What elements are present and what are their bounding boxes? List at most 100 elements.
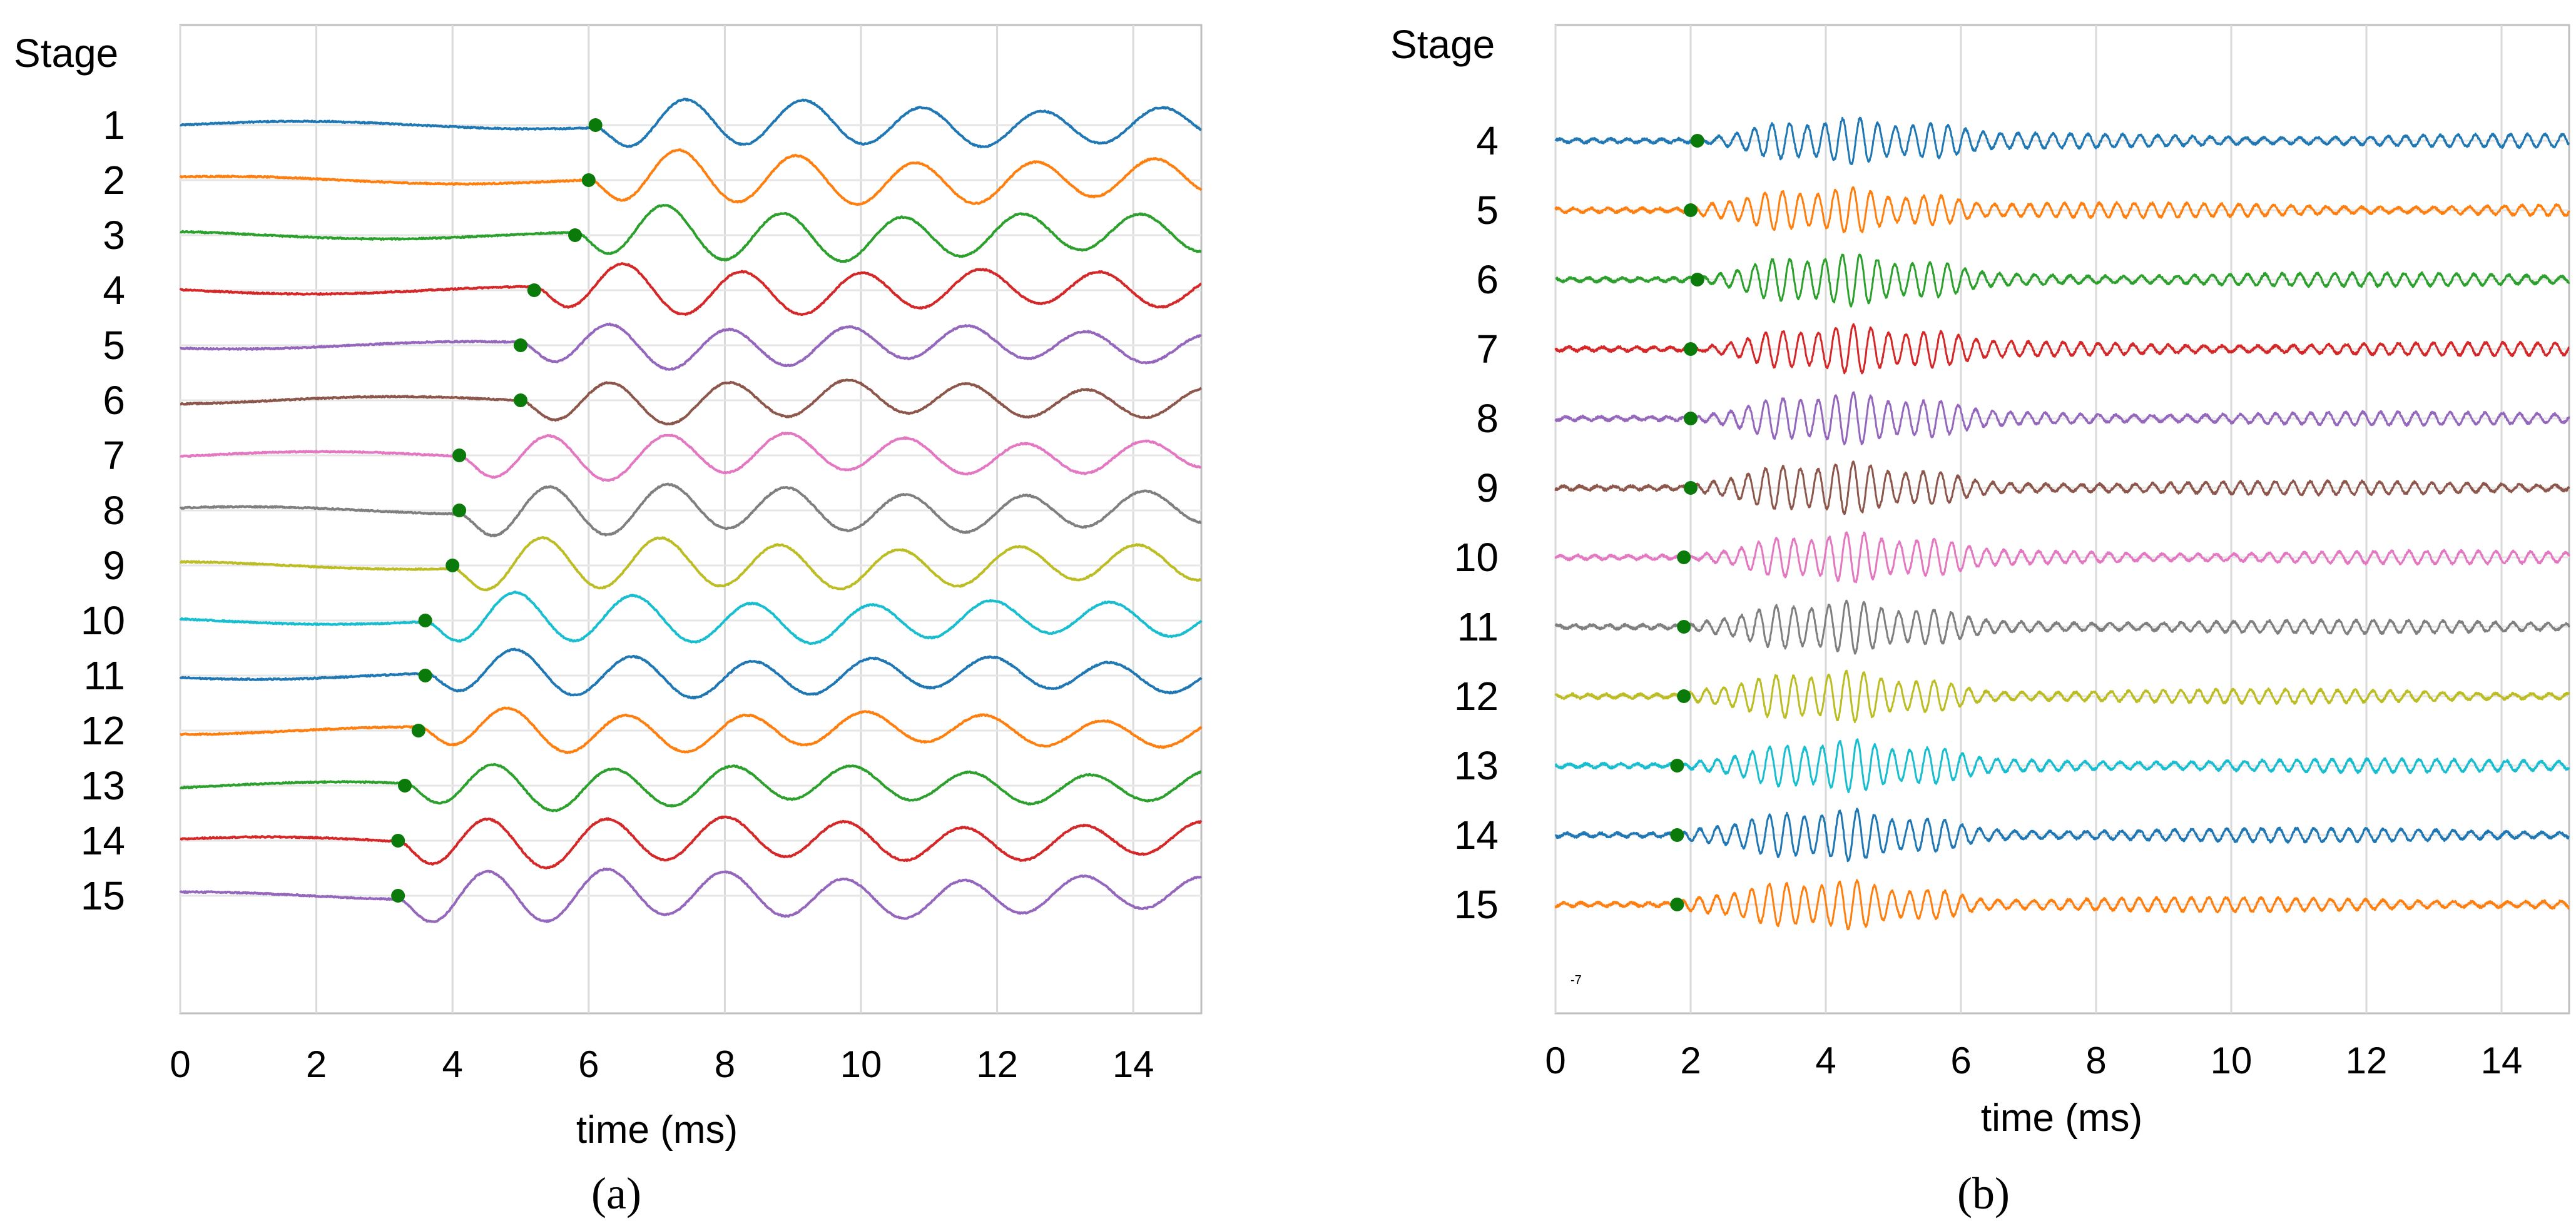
- onset-marker-stage-10: [1677, 550, 1691, 564]
- x-tick-label: 4: [1815, 1040, 1836, 1082]
- trace-stage-10: [1554, 531, 2570, 584]
- panel-a-label: (a): [591, 1168, 641, 1218]
- onset-marker-stage-13: [1670, 759, 1684, 773]
- x-tick-label: 14: [1112, 1043, 1154, 1085]
- trace-stage-8: [179, 482, 1202, 537]
- onset-marker-stage-5: [514, 338, 527, 352]
- stage-label-13: 13: [1454, 743, 1499, 788]
- stage-label-4: 4: [103, 268, 125, 313]
- x-tick-label: 10: [840, 1043, 882, 1085]
- onset-marker-stage-1: [588, 118, 603, 132]
- x-tick-label: 6: [1950, 1040, 1971, 1082]
- panel-a-stage-title: Stage: [14, 31, 118, 76]
- trace-stage-10: [179, 590, 1203, 646]
- x-tick-label: 12: [2346, 1040, 2388, 1082]
- trace-stage-15: [1554, 879, 2570, 931]
- x-tick-label: 14: [2481, 1040, 2523, 1082]
- trace-stage-6: [1555, 253, 2570, 308]
- onset-marker-stage-12: [411, 724, 425, 737]
- stage-label-13: 13: [81, 763, 125, 808]
- onset-marker-stage-6: [514, 393, 527, 407]
- onset-marker-stage-4: [527, 283, 541, 297]
- stage-label-1: 1: [103, 103, 125, 148]
- stage-label-5: 5: [1476, 188, 1499, 233]
- trace-stage-13: [179, 762, 1202, 813]
- stage-label-14: 14: [1454, 813, 1499, 858]
- onset-marker-stage-12: [1677, 689, 1691, 703]
- trace-stage-12: [180, 706, 1203, 754]
- trace-stage-11: [1555, 599, 2570, 655]
- x-tick-label: 0: [170, 1043, 190, 1085]
- panel-a-x-axis-label: time (ms): [576, 1108, 738, 1152]
- stage-label-2: 2: [103, 158, 125, 203]
- onset-marker-stage-5: [1684, 203, 1698, 217]
- trace-stage-8: [1554, 391, 2570, 445]
- stage-label-15: 15: [81, 873, 125, 918]
- trace-stage-5: [1554, 186, 2570, 233]
- onset-marker-stage-7: [1684, 342, 1698, 356]
- stage-label-11: 11: [1457, 604, 1499, 649]
- panel-b-x-tick-labels: 0 2 4 6 8 10 12 14: [1545, 1040, 2522, 1082]
- trace-stage-13: [1554, 738, 2570, 793]
- stage-label-10: 10: [1454, 535, 1499, 580]
- onset-marker-stage-10: [418, 614, 432, 627]
- stage-label-15: 15: [1454, 882, 1499, 927]
- onset-marker-stage-6: [1690, 273, 1704, 286]
- stage-label-9: 9: [1476, 465, 1499, 510]
- stage-label-6: 6: [1476, 257, 1499, 302]
- trace-stage-9: [1554, 460, 2570, 515]
- panel-b-bottom-annotation: -7: [1571, 973, 1582, 987]
- trace-stage-7: [1554, 323, 2570, 375]
- stage-label-6: 6: [103, 378, 125, 423]
- onset-marker-stage-8: [452, 504, 467, 517]
- x-tick-label: 8: [2085, 1040, 2106, 1082]
- trace-stage-3: [180, 204, 1202, 263]
- trace-stage-5: [180, 322, 1202, 371]
- panel-b-x-axis-label: time (ms): [1981, 1097, 2142, 1140]
- trace-stage-2: [179, 148, 1203, 206]
- panel-a-onset-markers: [391, 118, 603, 903]
- stage-label-8: 8: [103, 488, 125, 533]
- stage-label-3: 3: [103, 213, 125, 258]
- onset-marker-stage-11: [1677, 620, 1691, 634]
- panel-b-traces: [1554, 116, 2570, 931]
- trace-stage-14: [180, 815, 1203, 869]
- panel-b-onset-markers: [1670, 134, 1704, 911]
- onset-marker-stage-15: [391, 889, 405, 903]
- onset-marker-stage-3: [568, 228, 583, 242]
- x-tick-label: 12: [976, 1043, 1018, 1085]
- trace-stage-15: [179, 867, 1203, 923]
- panel-a-x-tick-labels: 0 2 4 6 8 10 12 14: [170, 1043, 1154, 1085]
- stage-label-4: 4: [1476, 118, 1499, 163]
- trace-stage-14: [1554, 808, 2570, 863]
- x-tick-label: 4: [442, 1043, 463, 1085]
- x-tick-label: 2: [1680, 1040, 1701, 1082]
- x-tick-label: 10: [2211, 1040, 2253, 1082]
- x-tick-label: 6: [578, 1043, 599, 1085]
- panel-b-chart: 4 5 6 7 8 9 10 11 12 13 14 15 0 2 4 6 8 10 12 14 Stage tim…: [1390, 22, 2570, 1218]
- trace-stage-9: [179, 536, 1202, 592]
- trace-stage-4: [179, 262, 1202, 316]
- trace-stage-1: [180, 98, 1202, 149]
- onset-marker-stage-8: [1684, 412, 1698, 425]
- x-tick-label: 8: [715, 1043, 735, 1085]
- stage-label-12: 12: [81, 708, 125, 753]
- trace-stage-7: [180, 432, 1202, 482]
- onset-marker-stage-9: [445, 559, 460, 572]
- stage-label-9: 9: [103, 543, 125, 588]
- stage-label-11: 11: [84, 653, 125, 698]
- trace-stage-6: [180, 378, 1202, 426]
- stage-label-7: 7: [1476, 327, 1499, 372]
- trace-stage-12: [1554, 669, 2570, 724]
- stage-label-10: 10: [81, 598, 125, 643]
- stage-label-5: 5: [103, 323, 125, 368]
- onset-marker-stage-14: [391, 834, 405, 848]
- panel-a-traces: [179, 98, 1203, 923]
- stage-label-14: 14: [81, 818, 125, 863]
- x-tick-label: 0: [1545, 1040, 1565, 1082]
- onset-marker-stage-15: [1670, 898, 1684, 911]
- stage-label-8: 8: [1476, 396, 1499, 441]
